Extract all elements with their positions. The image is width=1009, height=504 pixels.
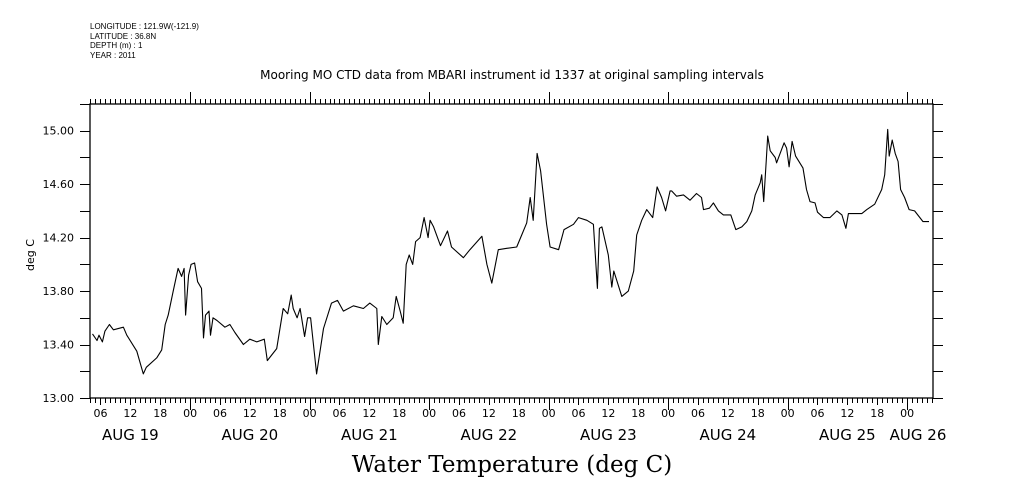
longitude-label: LONGITUDE : 121.9W(-121.9) bbox=[90, 22, 199, 31]
x-tick-label: 00 bbox=[661, 407, 675, 420]
depth-label: DEPTH (m) : 1 bbox=[90, 41, 143, 50]
y-tick-label: 15.00 bbox=[43, 125, 75, 138]
x-tick-label: 12 bbox=[721, 407, 735, 420]
x-tick-label: 12 bbox=[362, 407, 376, 420]
x-axis-title: Water Temperature (deg C) bbox=[351, 452, 673, 478]
x-tick-label: 06 bbox=[452, 407, 466, 420]
latitude-label: LATITUDE : 36.8N bbox=[90, 31, 157, 41]
x-tick-label: 06 bbox=[691, 407, 705, 420]
x-tick-label: 18 bbox=[751, 407, 765, 420]
x-date-label: AUG 21 bbox=[341, 426, 398, 444]
y-tick-label: 13.40 bbox=[43, 339, 75, 352]
x-tick-label: 00 bbox=[303, 407, 317, 420]
x-tick-label: 12 bbox=[601, 407, 615, 420]
x-tick-label: 06 bbox=[93, 407, 107, 420]
x-tick-label: 18 bbox=[631, 407, 645, 420]
x-tick-label: 12 bbox=[123, 407, 137, 420]
x-tick-label: 12 bbox=[243, 407, 257, 420]
y-tick-label: 14.60 bbox=[43, 178, 75, 191]
plot-frame bbox=[89, 103, 934, 399]
temperature-series-line bbox=[92, 128, 929, 375]
x-date-label: AUG 24 bbox=[699, 426, 756, 444]
year-label: YEAR : 2011 bbox=[90, 50, 136, 60]
y-tick-label: 14.20 bbox=[43, 232, 75, 245]
x-tick-label: 06 bbox=[571, 407, 585, 420]
x-tick-label: 00 bbox=[900, 407, 914, 420]
chart-title: Mooring MO CTD data from MBARI instrumen… bbox=[260, 68, 764, 82]
x-tick-label: 06 bbox=[810, 407, 824, 420]
y-tick-label: 13.80 bbox=[43, 285, 75, 298]
x-tick-label: 00 bbox=[422, 407, 436, 420]
y-tick-label: 13.00 bbox=[43, 392, 75, 405]
x-tick-label: 06 bbox=[213, 407, 227, 420]
x-date-label: AUG 26 bbox=[890, 426, 947, 444]
x-date-label: AUG 22 bbox=[460, 426, 517, 444]
x-tick-label: 12 bbox=[840, 407, 854, 420]
y-axis-label: deg C bbox=[24, 239, 37, 271]
x-date-label: AUG 20 bbox=[221, 426, 278, 444]
x-tick-label: 00 bbox=[183, 407, 197, 420]
metadata-block: LONGITUDE : 121.9W(-121.9) LATITUDE : 36… bbox=[90, 22, 199, 60]
x-date-label: AUG 23 bbox=[580, 426, 637, 444]
x-date-label: AUG 19 bbox=[102, 426, 159, 444]
x-tick-label: 18 bbox=[392, 407, 406, 420]
x-tick-label: 06 bbox=[332, 407, 346, 420]
plot-area bbox=[92, 128, 929, 375]
x-tick-label: 18 bbox=[153, 407, 167, 420]
axes: 06 12 18 00 06 12 18 00 06 12 18 00 06 12 18 00 06 12 18 00… bbox=[43, 92, 947, 444]
x-tick-label: 18 bbox=[273, 407, 287, 420]
x-tick-label: 00 bbox=[542, 407, 556, 420]
x-date-label: AUG 25 bbox=[819, 426, 876, 444]
x-tick-label: 12 bbox=[482, 407, 496, 420]
x-tick-label: 18 bbox=[512, 407, 526, 420]
x-tick-label: 00 bbox=[781, 407, 795, 420]
x-tick-label: 18 bbox=[870, 407, 884, 420]
